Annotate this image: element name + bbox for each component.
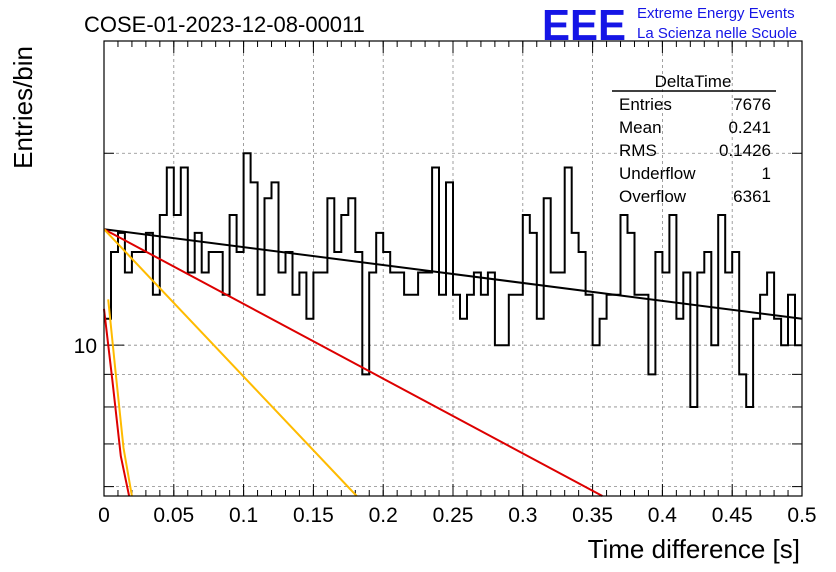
eee-logo: EEE: [542, 1, 626, 50]
brand-line-2: La Scienza nelle Scuole: [637, 25, 797, 42]
stats-label: Mean: [619, 118, 662, 137]
fit-line: [103, 308, 131, 497]
grid: [104, 40, 802, 496]
x-tick-label: 0.05: [153, 504, 194, 527]
x-tick-label: 0.25: [433, 504, 474, 527]
y-tick-label: 10: [74, 335, 97, 358]
fit-lines: [103, 228, 803, 497]
x-tick-label: 0.15: [293, 504, 334, 527]
x-tick-labels: 0 0.05 0.1 0.15 0.2 0.25 0.3 0.35 0.4 0.45 0.5: [98, 504, 816, 527]
x-tick-label: 0.3: [508, 504, 537, 527]
x-axis-title: Time difference [s]: [588, 534, 800, 564]
fit-line: [103, 228, 803, 320]
stats-value: 1: [762, 164, 771, 183]
x-tick-label: 0.2: [369, 504, 398, 527]
chart-title: COSE-01-2023-12-08-00011: [84, 12, 365, 37]
x-tick-label: 0: [98, 504, 110, 527]
y-axis-title: Entries/bin: [8, 46, 38, 169]
histogram: [104, 152, 802, 408]
x-tick-label: 0.35: [572, 504, 613, 527]
brand-line-1: Extreme Energy Events: [637, 5, 795, 22]
stats-value: 7676: [733, 95, 771, 114]
stats-label: RMS: [619, 141, 657, 160]
stats-value: 0.241: [728, 118, 771, 137]
stats-label: Underflow: [619, 164, 696, 183]
stats-box: DeltaTime Entries 7676 Mean 0.241 RMS 0.1426 U…: [612, 72, 776, 206]
stats-value: 6361: [733, 187, 771, 206]
stats-label: Entries: [619, 95, 672, 114]
stats-value: 0.1426: [719, 141, 771, 160]
x-tick-label: 0.1: [229, 504, 258, 527]
histogram-line: [104, 152, 802, 408]
fit-line: [103, 228, 358, 497]
fit-line: [103, 228, 603, 497]
stats-name: DeltaTime: [655, 72, 732, 91]
x-tick-label: 0.5: [787, 504, 816, 527]
x-tick-label: 0.45: [712, 504, 753, 527]
stats-label: Overflow: [619, 187, 687, 206]
y-tick-labels: 10: [74, 335, 97, 358]
x-tick-label: 0.4: [648, 504, 678, 527]
plot-frame: [103, 40, 803, 497]
fit-line: [107, 299, 133, 497]
stats-rows: Entries 7676 Mean 0.241 RMS 0.1426 Underflow 1 O…: [619, 95, 771, 206]
